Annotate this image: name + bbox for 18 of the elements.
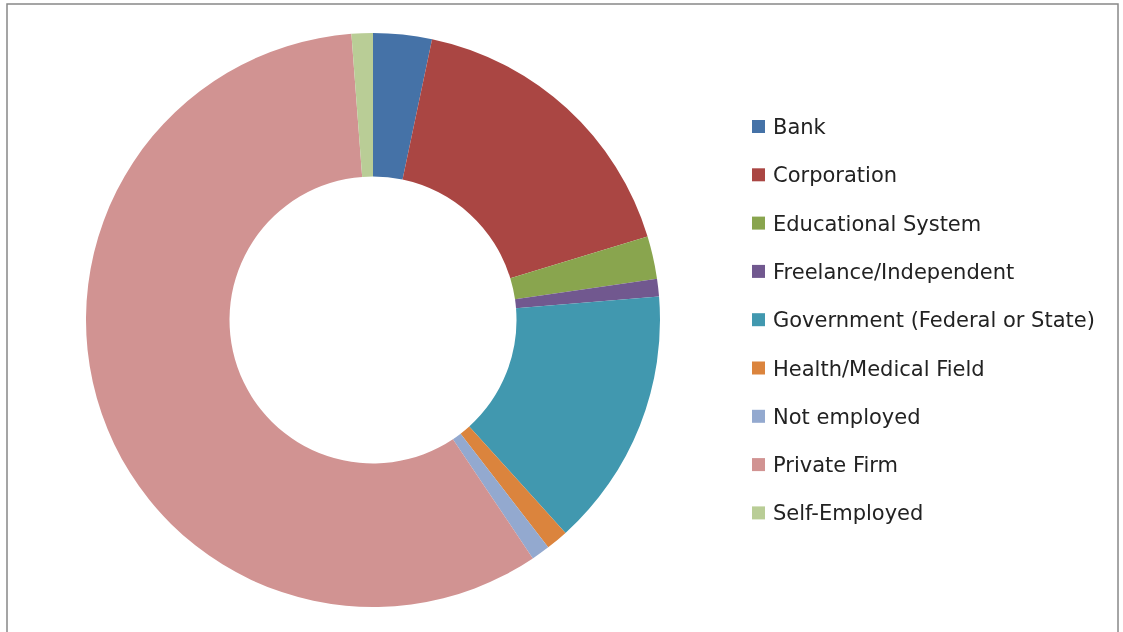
donut-slice xyxy=(469,296,660,533)
legend-label: Private Firm xyxy=(773,453,898,478)
donut-slice xyxy=(351,33,373,177)
legend-label: Not employed xyxy=(773,404,921,429)
legend-label: Educational System xyxy=(773,211,982,236)
donut-slice xyxy=(510,236,658,300)
legend-label: Health/Medical Field xyxy=(773,356,985,381)
legend-label: Self-Employed xyxy=(773,501,924,526)
legend-label: Bank xyxy=(773,115,827,139)
donut-slice xyxy=(452,433,549,559)
legend-label: Freelance/Independent xyxy=(773,259,1015,284)
legend-label: Government (Federal or State) xyxy=(773,308,1095,333)
legend-label: Corporation xyxy=(773,163,898,188)
donut-slice xyxy=(515,278,660,309)
donut-slice xyxy=(402,39,648,279)
donut-slice xyxy=(460,426,566,548)
donut-slice xyxy=(86,33,533,607)
donut-slice xyxy=(373,33,433,180)
